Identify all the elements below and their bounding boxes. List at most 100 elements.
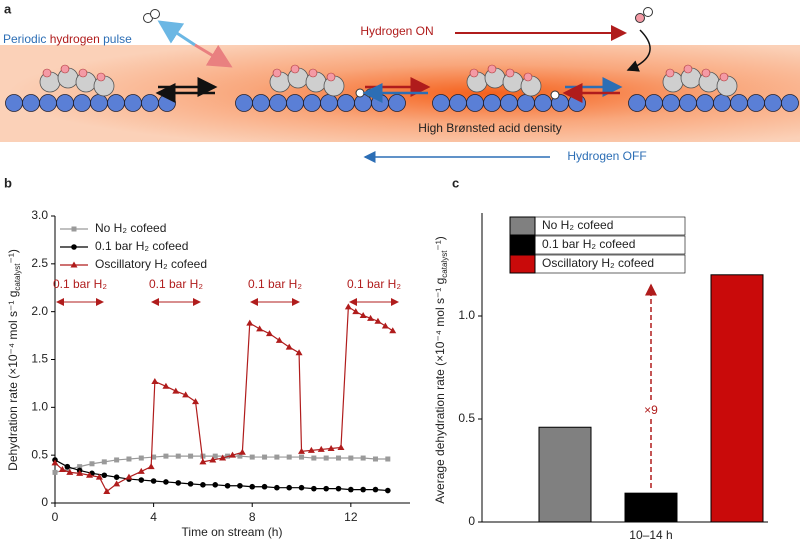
marker [175,453,181,459]
series-line [54,455,388,473]
marker [360,455,366,461]
marker [113,480,121,487]
marker [381,322,389,329]
marker [262,454,268,460]
proton [487,64,497,74]
marker [238,448,246,455]
surface-atom [730,94,748,112]
marker [374,317,382,324]
h2-molecule [150,9,160,19]
proton [701,68,711,78]
marker [163,479,169,485]
surface-atom [781,94,799,112]
legend-marker [71,226,77,232]
proton [523,72,533,82]
marker [286,454,292,460]
pulse-word: Periodic [3,32,46,46]
marker [150,478,157,484]
surface-atom [39,94,57,112]
pulse-label: Periodic hydrogen pulse [3,32,132,46]
y-tick-label: 2.5 [31,256,48,270]
marker [311,455,317,461]
surface-atom [696,94,714,112]
h2-molecule [643,7,653,17]
marker [147,463,155,470]
legend-label: 0.1 bar H₂ cofeed [95,239,188,253]
x-tick-label: 0 [52,510,59,524]
marker [256,325,264,332]
marker [114,457,120,463]
marker [52,469,58,475]
acid-label: High Brønsted acid density [418,121,561,135]
series-line [54,459,388,492]
surface-atom [568,94,586,112]
marker [311,485,317,492]
label-part: Average dehydration rate (×10⁻⁴ mol s⁻¹ … [433,278,447,504]
surface-atom [73,94,91,112]
marker [187,481,194,487]
legend-box [534,216,686,236]
marker [200,482,206,488]
marker [209,456,217,463]
marker [286,484,293,491]
label-part: catalyst [440,250,449,278]
marker [367,314,375,321]
marker [274,454,280,460]
surface-atom [269,94,287,112]
marker [337,444,345,451]
surface-atom [500,94,518,112]
proton [326,72,336,82]
legend-box [534,254,686,274]
surface-atom [713,94,731,112]
marker [192,398,200,405]
proton [719,72,729,82]
marker [299,454,305,460]
marker [86,471,94,478]
legend-label: No H₂ cofeed [542,218,613,232]
surface-atom [679,94,697,112]
hydrogen-on: Hydrogen ON [360,24,433,38]
x-tick-label: 8 [249,510,256,524]
marker [237,453,243,459]
marker [182,391,190,398]
marker [162,382,170,389]
marker [285,343,293,350]
marker [274,484,280,491]
annotation: 0.1 bar H₂ [149,277,203,291]
proton [308,68,318,78]
marker [64,467,70,473]
marker [138,455,144,461]
marker [298,484,305,491]
surface-atom [56,94,74,112]
pulse-arrow [157,20,196,47]
legend-label: Oscillatory H₂ cofeed [95,257,207,271]
surface-atom [90,94,108,112]
y-tick-label: 0 [468,514,475,528]
marker [246,319,254,326]
label-part: catalyst [13,263,22,291]
surface-atom [141,94,159,112]
y-tick-label: 1.0 [458,308,475,322]
pulse-word: pulse [103,32,132,46]
marker [101,472,108,479]
marker [113,474,120,480]
marker [307,446,315,453]
marker [212,453,218,459]
proton [60,64,70,74]
legend-swatch [509,216,536,236]
h-atom [550,90,560,100]
legend-label: 0.1 bar H₂ cofeed [542,237,635,251]
surface-atom [337,94,355,112]
marker [151,378,159,385]
marker [224,482,231,489]
surface-atom [388,94,406,112]
marker [348,486,354,493]
panel-label: c [452,175,459,190]
surface-atom [517,94,535,112]
x-tick-label: 12 [344,510,358,524]
marker [295,349,303,356]
legend-swatch [509,235,536,255]
marker [352,308,360,315]
marker [372,456,378,462]
marker [298,447,306,454]
